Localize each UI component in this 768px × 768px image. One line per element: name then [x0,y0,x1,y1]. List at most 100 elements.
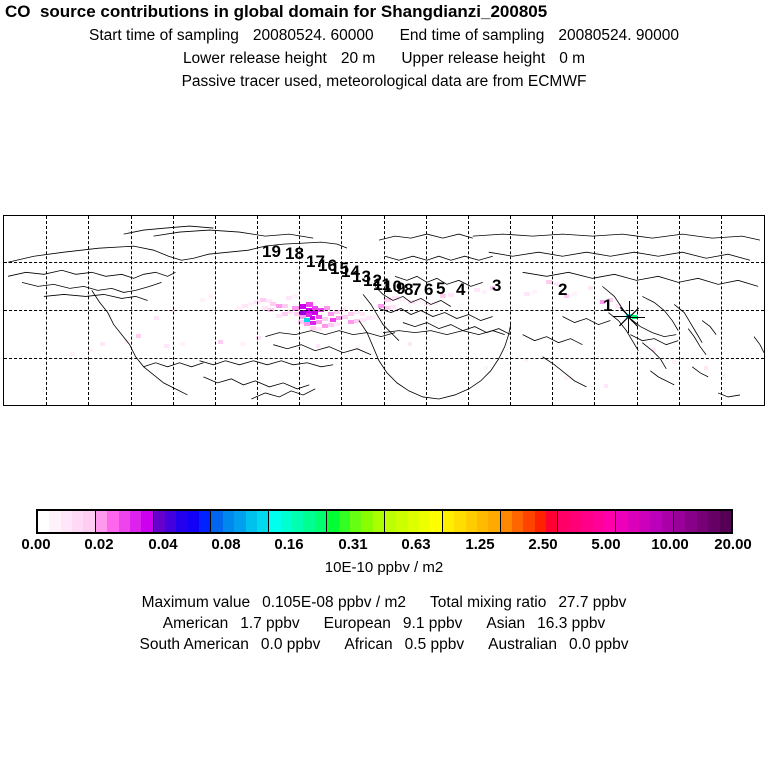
colorbar-step [199,511,211,532]
plume-cell [342,315,348,319]
colorbar-step [338,511,350,532]
region-south-american-label: South American [139,636,249,653]
plume-cell [304,322,310,326]
colorbar-segment [269,511,328,532]
colorbar-step [72,511,84,532]
colorbar-step [534,511,547,532]
colorbar-step [129,511,142,532]
colorbar-segment [558,511,617,532]
plume-cell [564,294,569,298]
colorbar[interactable] [36,509,733,534]
tracer-note: Passive tracer used, meteorological data… [181,73,587,90]
colorbar-tick: 0.00 [21,536,51,553]
trajectory-hour-label: 11 [373,275,391,294]
colorbar-step [500,511,512,532]
trajectory-hour-label: 6 [424,280,434,299]
colorbar-segment [500,511,559,532]
colorbar-step [442,511,455,532]
colorbar-tick: 0.04 [148,536,178,553]
plume-cell [652,348,656,352]
colorbar-step [118,511,130,532]
colorbar-segment [616,511,675,532]
colorbar-tick: 20.00 [714,536,752,553]
colorbar-step [49,511,61,532]
colorbar-step [430,511,442,532]
end-time-value: 20080524. 90000 [558,27,680,44]
plume-cell [316,315,322,319]
colorbar-step [488,511,500,532]
plume-cell [300,315,306,319]
colorbar-segment [211,511,270,532]
colorbar-step [719,511,731,532]
colorbar-step [384,511,397,532]
trajectory-hour-label: 7 [412,280,422,299]
plume-cell [270,302,276,306]
plume-cell [356,346,360,350]
colorbar-step [603,511,616,532]
colorbar-step [581,511,593,532]
colorbar-step [569,511,582,532]
plume-cell [324,306,330,310]
trajectory-hour-label: 14 [341,262,360,281]
colorbar-step [696,511,709,532]
receptor-ray [628,317,629,333]
plume-cell [286,296,292,300]
trajectory-hour-label: 15 [330,259,349,278]
colorbar-segment [442,511,501,532]
plume-cell [474,288,480,292]
trajectory-hour-label: 5 [436,279,446,298]
colorbar-step [176,511,188,532]
trajectory-hour-label: 13 [352,267,371,286]
colorbar-tick: 0.08 [211,536,241,553]
upper-release-height-value: 0 m [559,50,586,67]
colorbar-tick: 0.16 [274,536,304,553]
colorbar-step [511,511,524,532]
colorbar-step [372,511,384,532]
colorbar-step [95,511,108,532]
plume-cell [424,302,430,306]
plume-cell [292,306,299,311]
colorbar-step [674,511,686,532]
plume-cell [218,340,223,344]
colorbar-step [303,511,315,532]
plume-cell [282,312,288,316]
colorbar-step [616,511,628,532]
colorbar-step [211,511,223,532]
plume-cell [482,290,487,294]
colorbar-tick: 0.02 [84,536,114,553]
colorbar-step [245,511,257,532]
colorbar-segment [153,511,212,532]
map-panel[interactable] [3,215,765,406]
plume-cell [490,286,495,290]
plume-cell [366,316,372,320]
colorbar-step [558,511,570,532]
plume-cell [292,294,298,298]
plume-cell [354,319,360,323]
region-asian-label: Asian [486,615,526,632]
plume-cell [310,321,316,325]
end-time-label: End time of sampling [399,27,545,44]
colorbar-segment [384,511,443,532]
plume-cell [70,352,74,356]
plume-cell [416,299,422,303]
colorbar-step [627,511,639,532]
max-value-label: Maximum value [141,594,251,611]
colorbar-tick: 0.63 [401,536,431,553]
trajectory-hour-label: 10 [383,277,402,296]
plume-cell [348,312,354,316]
region-australian-label: Australian [488,636,558,653]
colorbar-step [523,511,535,532]
colorbar-segment [327,511,385,532]
plume-cell [372,315,378,319]
plume-cell [154,316,159,320]
plume-cell [378,304,384,308]
colorbar-step [107,511,119,532]
plume-cell [304,318,310,322]
plume-cell [316,327,322,331]
plume-cell [564,376,568,380]
plume-cell [310,326,316,330]
plume-cell [484,366,488,370]
receptor-ray [629,317,645,318]
colorbar-segment [95,511,154,532]
plume-cell [180,342,185,346]
